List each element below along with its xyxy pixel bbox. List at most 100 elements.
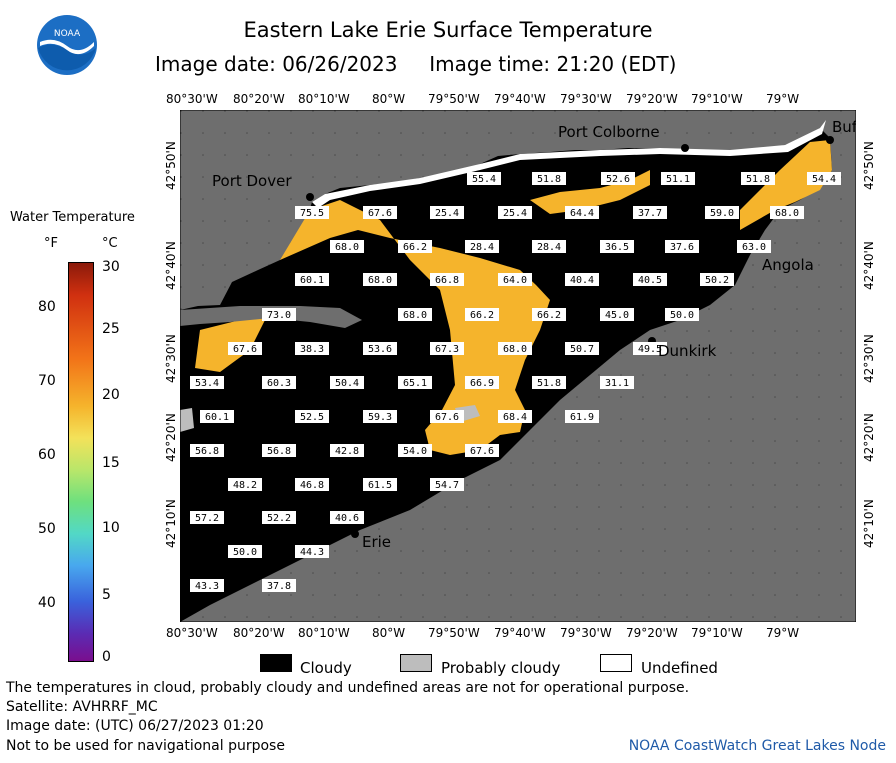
temperature-value: 45.0 [600, 308, 634, 321]
lat-tick-right: 42°30'N [862, 334, 876, 383]
temperature-value: 42.8 [330, 444, 364, 457]
temperature-value: 60.3 [262, 376, 296, 389]
temperature-value-labels: 55.4 51.8 52.6 51.1 51.8 54.4 75.5 67.6 25.4 25.4… [190, 172, 841, 592]
city-port-dover: Port Dover [212, 172, 292, 190]
svg-text:25.4: 25.4 [435, 208, 459, 219]
temperature-value: 51.1 [661, 172, 695, 185]
temperature-value: 68.0 [498, 342, 532, 355]
lat-tick-left: 42°20'N [164, 413, 178, 462]
temperature-value: 59.0 [705, 206, 739, 219]
legend-title: Water Temperature [10, 210, 135, 225]
temperature-value: 54.7 [430, 478, 464, 491]
legend-f-label: 60 [38, 447, 56, 463]
temperature-value: 57.2 [190, 511, 224, 524]
svg-text:44.3: 44.3 [300, 547, 324, 558]
svg-text:55.4: 55.4 [472, 174, 496, 185]
warm-water-west [195, 310, 270, 372]
image-datetime: Image date: 06/26/2023 Image time: 21:20… [155, 52, 677, 76]
temperature-value: 66.2 [398, 240, 432, 253]
temperature-value: 46.8 [295, 478, 329, 491]
temperature-value: 67.6 [430, 410, 464, 423]
temperature-value: 68.0 [770, 206, 804, 219]
svg-text:66.9: 66.9 [470, 378, 494, 389]
legend-c-label: 5 [102, 587, 111, 603]
svg-text:53.4: 53.4 [195, 378, 219, 389]
temperature-value: 65.1 [398, 376, 432, 389]
legend-c-label: 0 [102, 649, 111, 665]
navigation-warning: Not to be used for navigational purpose [6, 738, 285, 754]
temperature-value: 51.8 [741, 172, 775, 185]
lon-tick-top: 79°40'W [494, 92, 546, 106]
city-buffalo: Buf [832, 118, 856, 136]
svg-text:54.4: 54.4 [812, 174, 836, 185]
lon-tick-bottom: 80°10'W [298, 626, 350, 640]
temperature-value: 50.7 [565, 342, 599, 355]
city-dunkirk: Dunkirk [658, 342, 717, 360]
temperature-value: 31.1 [600, 376, 634, 389]
city-marker-port-dover [306, 193, 314, 201]
temperature-value: 50.0 [665, 308, 699, 321]
temperature-value: 59.3 [363, 410, 397, 423]
key-label-undefined: Undefined [641, 659, 718, 677]
svg-text:50.0: 50.0 [670, 310, 694, 321]
temperature-value: 61.5 [363, 478, 397, 491]
temperature-value: 73.0 [262, 308, 296, 321]
svg-text:46.8: 46.8 [300, 480, 324, 491]
lon-tick-bottom: 79°40'W [494, 626, 546, 640]
svg-text:38.3: 38.3 [300, 344, 324, 355]
temperature-value: 54.4 [807, 172, 841, 185]
temperature-value: 37.7 [633, 206, 667, 219]
svg-text:52.5: 52.5 [300, 412, 324, 423]
temperature-value: 67.3 [430, 342, 464, 355]
lon-tick-bottom: 80°W [372, 626, 406, 640]
key-swatch-cloudy [260, 654, 292, 672]
svg-text:54.0: 54.0 [403, 446, 427, 457]
lon-tick-top: 79°W [766, 92, 800, 106]
svg-text:68.0: 68.0 [403, 310, 427, 321]
city-angola: Angola [762, 256, 814, 274]
temperature-value: 67.6 [465, 444, 499, 457]
temperature-value: 51.8 [532, 376, 566, 389]
lon-tick-bottom: 80°20'W [233, 626, 285, 640]
svg-text:54.7: 54.7 [435, 480, 459, 491]
svg-text:25.4: 25.4 [503, 208, 527, 219]
logo-text: NOAA [54, 29, 81, 39]
credit-text: NOAA CoastWatch Great Lakes Node [628, 738, 886, 754]
temperature-value: 40.5 [633, 273, 667, 286]
lat-tick-left: 42°50'N [164, 141, 178, 190]
probably-cloudy-patch [180, 408, 194, 432]
svg-text:53.6: 53.6 [368, 344, 392, 355]
temperature-colorbar [68, 262, 94, 662]
map-title: Eastern Lake Erie Surface Temperature [243, 18, 653, 42]
temperature-value: 60.1 [200, 410, 234, 423]
svg-text:60.1: 60.1 [205, 412, 229, 423]
temperature-value: 68.0 [330, 240, 364, 253]
svg-text:61.9: 61.9 [570, 412, 594, 423]
lon-tick-top: 80°W [372, 92, 406, 106]
svg-text:51.8: 51.8 [537, 174, 561, 185]
svg-text:48.2: 48.2 [233, 480, 257, 491]
lon-tick-top: 79°10'W [691, 92, 743, 106]
temperature-value: 66.2 [465, 308, 499, 321]
lon-tick-bottom: 79°30'W [560, 626, 612, 640]
lon-tick-bottom: 79°50'W [428, 626, 480, 640]
temperature-value: 68.0 [363, 273, 397, 286]
svg-text:68.0: 68.0 [503, 344, 527, 355]
key-swatch-undefined [600, 654, 632, 672]
legend-f-label: 70 [38, 373, 56, 389]
svg-text:50.0: 50.0 [233, 547, 257, 558]
city-erie: Erie [362, 533, 391, 551]
svg-text:40.6: 40.6 [335, 513, 359, 524]
key-swatch-probably-cloudy [400, 654, 432, 672]
lon-tick-top: 79°50'W [428, 92, 480, 106]
lon-tick-bottom: 80°30'W [166, 626, 218, 640]
legend-c-label: 25 [102, 321, 120, 337]
temperature-value: 40.6 [330, 511, 364, 524]
temperature-value: 28.4 [532, 240, 566, 253]
svg-text:51.1: 51.1 [666, 174, 690, 185]
warm-water-area [280, 200, 550, 455]
legend-unit-f: °F [44, 236, 58, 251]
lon-tick-bottom: 79°10'W [691, 626, 743, 640]
city-port-colborne: Port Colborne [558, 123, 660, 141]
svg-text:68.4: 68.4 [503, 412, 527, 423]
